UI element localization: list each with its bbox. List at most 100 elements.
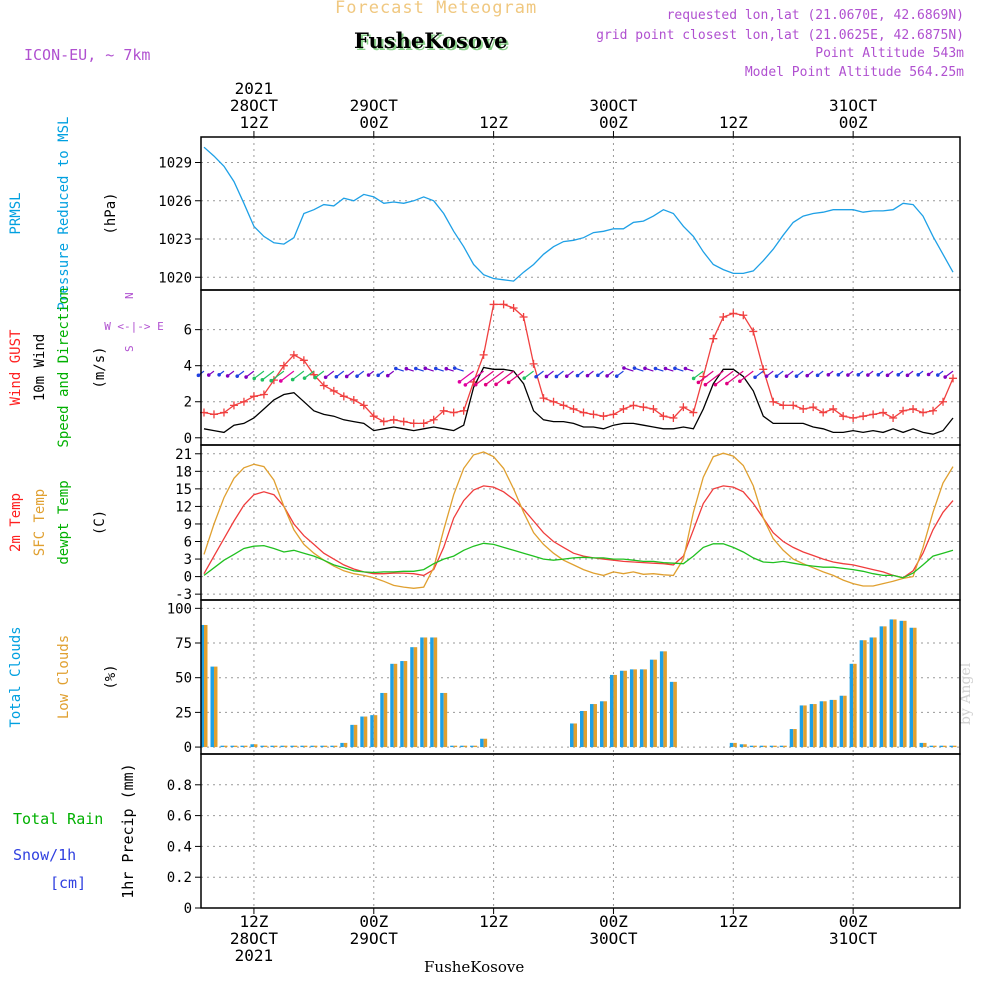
wind-arrow-head [433, 366, 438, 371]
gust-marker [449, 408, 458, 417]
total-cloud-bar [669, 681, 674, 748]
wind-arrow-head [473, 382, 478, 387]
total-cloud-bar [330, 745, 334, 748]
wind-arrow-head [260, 378, 265, 382]
compass-n: N [123, 292, 136, 299]
y-tick-label: 1026 [158, 194, 192, 210]
wind-arrow-head [196, 373, 201, 378]
gust-marker [679, 403, 688, 412]
wind-arrow-head [494, 382, 498, 387]
wind-arrow-head [575, 373, 580, 378]
low-cloud-bar [833, 699, 837, 748]
time-label-bottom: 12Z [719, 912, 748, 931]
wind-arrow-head [404, 366, 409, 371]
low-cloud-bar [813, 704, 817, 748]
wind-arrow-head [252, 376, 257, 381]
wind-arrow-head [457, 380, 462, 384]
low-cloud-bar [943, 745, 947, 748]
y-tick-label: 0.6 [167, 809, 192, 825]
wind-arrow-head [876, 372, 881, 377]
low-cloud-bar [443, 692, 448, 748]
top-title: Forecast Meteogram [335, 0, 538, 18]
time-label-bottom: 12Z [479, 912, 508, 931]
wind-arrow [485, 370, 504, 386]
wind-arrow [292, 370, 305, 381]
low-cloud-bar [283, 745, 288, 748]
wind-arrow [698, 370, 714, 383]
gust-marker [809, 403, 818, 412]
wind-arrow-head [943, 375, 947, 379]
wind-arrow-head [725, 381, 729, 386]
low-cloud-bar [203, 624, 208, 748]
compass-s: S [123, 345, 136, 352]
gust-marker [729, 309, 738, 318]
y-tick-label: 6 [184, 323, 192, 339]
time-label-bottom: 00Z [599, 912, 628, 931]
time-label-top: 29OCT [350, 96, 399, 115]
low-cloud-bar [733, 742, 737, 748]
wind-arrow-head [605, 374, 609, 378]
total-cloud-bar [460, 745, 464, 748]
wind-arrow [280, 370, 295, 382]
y-axis-label: (C) [92, 510, 108, 535]
low-cloud-bar [923, 742, 927, 748]
total-cloud-bar [639, 669, 644, 748]
low-cloud-bar [223, 745, 228, 748]
total-cloud-bar [390, 663, 394, 748]
wind-arrow [739, 370, 754, 382]
total-cloud-bar [649, 659, 654, 748]
panel-frame [200, 289, 961, 446]
time-label-top: 31OCT [829, 96, 878, 115]
wind-arrow [270, 370, 285, 382]
low-cloud-bar [373, 715, 378, 748]
wind-arrow-head [696, 380, 701, 385]
y-axis-label: 2m Temp [8, 493, 24, 552]
time-label-bottom: 28OCT [230, 929, 279, 948]
total-cloud-bar [789, 729, 794, 748]
series-line-dewpt [203, 542, 954, 579]
wind-arrow [726, 370, 744, 384]
gust-marker [509, 304, 518, 313]
y-axis-label: (%) [103, 664, 119, 689]
series-line-gust [203, 303, 954, 425]
gust-marker [339, 392, 348, 401]
low-cloud-bar [233, 745, 238, 748]
wind-arrow-head [385, 373, 390, 378]
gust-marker [299, 356, 308, 365]
total-cloud-bar [440, 692, 444, 748]
wind-arrow-head [713, 382, 718, 387]
y-tick-label: 0.2 [167, 870, 192, 886]
gust-marker [279, 361, 288, 370]
low-cloud-bar [633, 669, 637, 748]
wind-arrow-head [394, 366, 398, 371]
gust-marker [919, 408, 928, 417]
total-cloud-bar [809, 704, 814, 748]
time-label-top: 12Z [719, 113, 748, 132]
wind-arrow-head [916, 372, 921, 377]
low-cloud-bar [783, 745, 787, 748]
low-cloud-bar [903, 620, 907, 748]
low-cloud-bar [303, 745, 308, 748]
total-cloud-bar [879, 626, 884, 748]
low-cloud-bar [453, 745, 458, 748]
total-cloud-bar [799, 705, 804, 748]
total-cloud-bar [340, 742, 344, 748]
wind-arrow-head [856, 372, 861, 377]
wind-arrow-head [784, 374, 789, 378]
total-cloud-bar [739, 744, 744, 748]
y-tick-label: 1020 [158, 270, 192, 286]
wind-arrow-head [632, 366, 637, 370]
low-cloud-bar [483, 738, 488, 748]
wind-arrow-head [896, 372, 901, 377]
gust-marker [929, 406, 938, 415]
gust-marker [639, 403, 648, 412]
wind-arrow-head [279, 379, 283, 383]
gust-marker [869, 410, 878, 419]
location-title: FusheKosove [354, 28, 508, 53]
footer-location: FusheKosove [424, 958, 525, 976]
total-cloud-bar [470, 745, 474, 748]
panel-frame [200, 136, 961, 291]
gust-marker [439, 406, 448, 415]
wind-arrow-head [414, 366, 418, 371]
low-cloud-bar [473, 745, 478, 748]
